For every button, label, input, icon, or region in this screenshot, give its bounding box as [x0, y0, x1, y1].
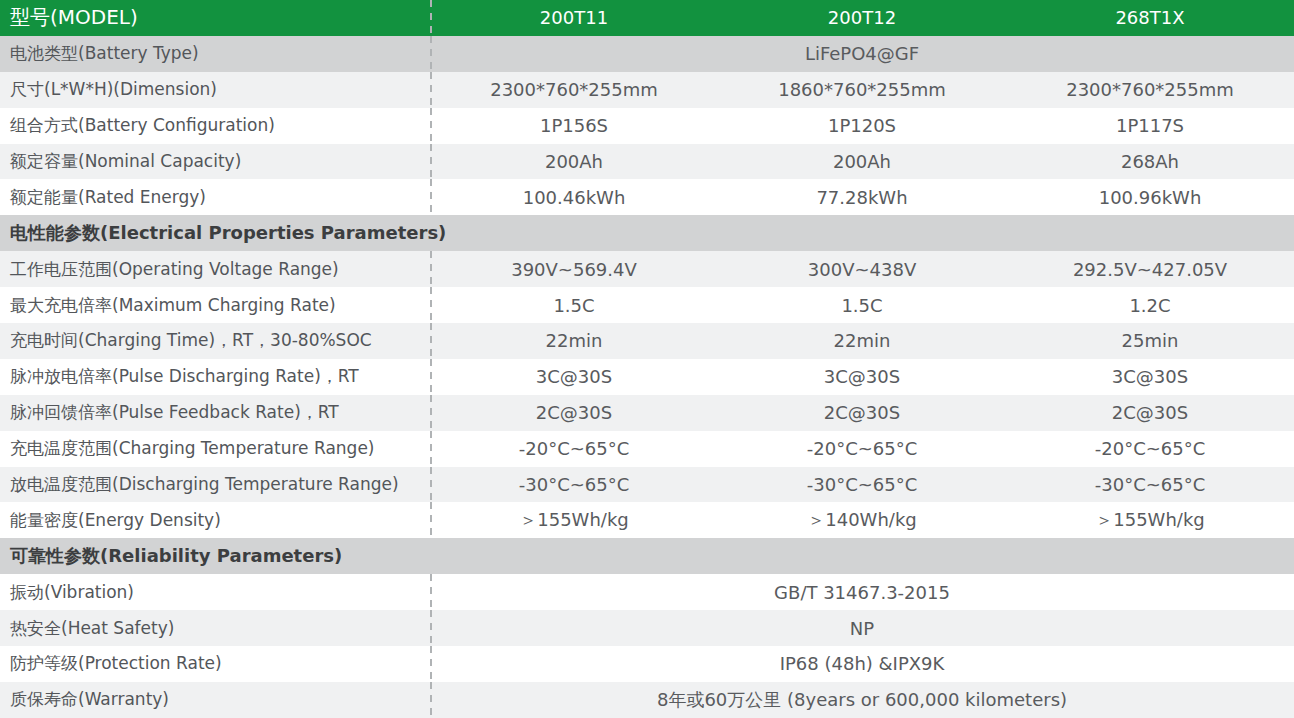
row-label: 尺寸(L*W*H)(Dimension) [0, 78, 430, 101]
spec-value: 2C@30S [1006, 402, 1294, 423]
spec-row: 工作电压范围(Operating Voltage Range)390V~569.… [0, 251, 1294, 287]
spec-value: 1P156S [430, 115, 718, 136]
model-column-header: 200T11 [430, 7, 718, 28]
row-label: 组合方式(Battery Configuration) [0, 114, 430, 137]
spec-value: 2C@30S [718, 402, 1006, 423]
row-label: 放电温度范围(Discharging Temperature Range) [0, 473, 430, 496]
spec-value: 1.5C [718, 295, 1006, 316]
spec-value: -20°C~65°C [718, 438, 1006, 459]
spec-row: 最大充电倍率(Maximum Charging Rate)1.5C1.5C1.2… [0, 287, 1294, 323]
spec-value: 2300*760*255mm [430, 79, 718, 100]
spec-value: 200Ah [718, 151, 1006, 172]
spec-value: 1860*760*255mm [718, 79, 1006, 100]
row-label: 振动(Vibration) [0, 581, 430, 604]
spec-value: 268Ah [1006, 151, 1294, 172]
row-label: 脉冲放电倍率(Pulse Discharging Rate)，RT [0, 365, 430, 388]
spec-value: 1.5C [430, 295, 718, 316]
table-body: 电池类型(Battery Type)LiFePO4@GF尺寸(L*W*H)(Di… [0, 36, 1294, 718]
spec-row: 尺寸(L*W*H)(Dimension)2300*760*255mm1860*7… [0, 72, 1294, 108]
model-header-label: 型号(MODEL) [0, 4, 430, 31]
spec-row: 额定容量(Nominal Capacity)200Ah200Ah268Ah [0, 144, 1294, 180]
row-label: 额定能量(Rated Energy) [0, 186, 430, 209]
model-column-header: 268T1X [1006, 7, 1294, 28]
spec-value: 2300*760*255mm [1006, 79, 1294, 100]
spec-value: 100.96kWh [1006, 187, 1294, 208]
model-column-header: 200T12 [718, 7, 1006, 28]
spec-value: 1P120S [718, 115, 1006, 136]
spec-value-merged: IP68 (48h) &IPX9K [430, 653, 1294, 674]
spec-row: 脉冲放电倍率(Pulse Discharging Rate)，RT3C@30S3… [0, 359, 1294, 395]
spec-value-merged: LiFePO4@GF [430, 43, 1294, 64]
row-label: 质保寿命(Warranty) [0, 688, 430, 711]
spec-value: 25min [1006, 330, 1294, 351]
spec-value: 22min [430, 330, 718, 351]
row-label: 能量密度(Energy Density) [0, 509, 430, 532]
spec-row: 质保寿命(Warranty)8年或60万公里 (8years or 600,00… [0, 682, 1294, 718]
spec-value: 2C@30S [430, 402, 718, 423]
spec-value-merged: GB/T 31467.3-2015 [430, 582, 1294, 603]
row-label: 工作电压范围(Operating Voltage Range) [0, 258, 430, 281]
spec-row: 额定能量(Rated Energy)100.46kWh77.28kWh100.9… [0, 179, 1294, 215]
spec-row: 放电温度范围(Discharging Temperature Range)-30… [0, 467, 1294, 503]
row-label: 防护等级(Protection Rate) [0, 652, 430, 675]
spec-value: 1P117S [1006, 115, 1294, 136]
spec-value: 3C@30S [1006, 366, 1294, 387]
spec-value: 3C@30S [430, 366, 718, 387]
spec-value: 100.46kWh [430, 187, 718, 208]
section-title: 电性能参数(Electrical Properties Parameters) [0, 221, 1294, 245]
row-label: 电池类型(Battery Type) [0, 42, 430, 65]
section-title: 可靠性参数(Reliability Parameters) [0, 544, 1294, 568]
spec-value: ＞155Wh/kg [430, 508, 718, 532]
row-label: 最大充电倍率(Maximum Charging Rate) [0, 294, 430, 317]
spec-row: 热安全(Heat Safety)NP [0, 610, 1294, 646]
spec-value: 3C@30S [718, 366, 1006, 387]
spec-value: -20°C~65°C [430, 438, 718, 459]
spec-value: 22min [718, 330, 1006, 351]
spec-value: -30°C~65°C [718, 474, 1006, 495]
spec-row: 能量密度(Energy Density)＞155Wh/kg＞140Wh/kg＞1… [0, 502, 1294, 538]
spec-row: 脉冲回馈倍率(Pulse Feedback Rate)，RT2C@30S2C@3… [0, 395, 1294, 431]
spec-value: 1.2C [1006, 295, 1294, 316]
row-label: 热安全(Heat Safety) [0, 617, 430, 640]
spec-value-merged: 8年或60万公里 (8years or 600,000 kilometers) [430, 688, 1294, 712]
row-label: 充电时间(Charging Time)，RT，30-80%SOC [0, 329, 430, 352]
spec-row: 防护等级(Protection Rate)IP68 (48h) &IPX9K [0, 646, 1294, 682]
table-header-row: 型号(MODEL) 200T11 200T12 268T1X [0, 0, 1294, 36]
spec-value: -20°C~65°C [1006, 438, 1294, 459]
section-header-row: 可靠性参数(Reliability Parameters) [0, 538, 1294, 574]
spec-value: 200Ah [430, 151, 718, 172]
spec-value: ＞140Wh/kg [718, 508, 1006, 532]
row-label: 额定容量(Nominal Capacity) [0, 150, 430, 173]
battery-spec-table: 型号(MODEL) 200T11 200T12 268T1X 电池类型(Batt… [0, 0, 1294, 718]
row-label: 充电温度范围(Charging Temperature Range) [0, 437, 430, 460]
spec-value: 300V~438V [718, 259, 1006, 280]
spec-row: 充电时间(Charging Time)，RT，30-80%SOC22min22m… [0, 323, 1294, 359]
spec-value: 390V~569.4V [430, 259, 718, 280]
spec-value: 292.5V~427.05V [1006, 259, 1294, 280]
spec-value: ＞155Wh/kg [1006, 508, 1294, 532]
spec-value-merged: NP [430, 618, 1294, 639]
spec-value: -30°C~65°C [1006, 474, 1294, 495]
spec-value: -30°C~65°C [430, 474, 718, 495]
spec-row: 振动(Vibration)GB/T 31467.3-2015 [0, 574, 1294, 610]
spec-row: 充电温度范围(Charging Temperature Range)-20°C~… [0, 431, 1294, 467]
spec-value: 77.28kWh [718, 187, 1006, 208]
section-header-row: 电性能参数(Electrical Properties Parameters) [0, 215, 1294, 251]
spec-row: 组合方式(Battery Configuration)1P156S1P120S1… [0, 108, 1294, 144]
spec-row: 电池类型(Battery Type)LiFePO4@GF [0, 36, 1294, 72]
row-label: 脉冲回馈倍率(Pulse Feedback Rate)，RT [0, 401, 430, 424]
